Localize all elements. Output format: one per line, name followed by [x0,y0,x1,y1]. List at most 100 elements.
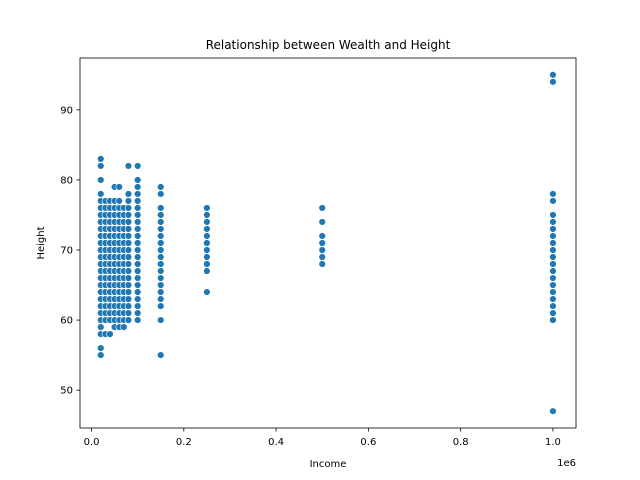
scatter-point [157,274,165,282]
scatter-point [133,197,142,205]
scatter-point [133,211,142,219]
scatter-point [157,246,165,254]
scatter-point [203,232,211,240]
scatter-point [157,281,165,289]
scatter-point [133,274,142,282]
scatter-point [157,253,165,261]
scatter-point [318,204,326,212]
y-tick-label: 80 [60,175,73,186]
scatter-point [133,204,142,212]
scatter-point [133,295,142,303]
x-axis-ticks: 0.0 0.2 0.4 0.6 0.8 1.0 [84,428,561,448]
scatter-point [549,267,557,275]
scatter-point [549,302,557,310]
scatter-point [203,260,211,268]
scatter-point [549,71,557,79]
scatter-point [124,302,133,310]
scatter-point [203,267,211,275]
scatter-point [549,78,557,86]
scatter-point [549,211,557,219]
scatter-point [549,197,557,205]
scatter-point [157,225,165,233]
x-axis-offset-label: 1e6 [557,458,576,469]
scatter-point [97,323,105,331]
scatter-point [124,295,133,303]
scatter-point [157,204,165,212]
scatter-point [318,260,326,268]
scatter-point [203,211,211,219]
scatter-point [549,316,557,324]
scatter-point [549,260,557,268]
scatter-point [133,218,142,226]
scatter-point [124,204,133,212]
scatter-point [124,288,133,296]
x-tick-label: 0.6 [360,437,376,448]
scatter-point [549,190,557,198]
scatter-point [318,253,326,261]
scatter-point [203,239,211,247]
scatter-point [133,232,142,240]
scatter-point [157,316,165,324]
x-tick-label: 0.4 [268,437,284,448]
scatter-point [549,295,557,303]
scatter-point [549,232,557,240]
data-points [97,71,557,415]
scatter-point [318,218,326,226]
y-tick-label: 90 [60,105,73,116]
scatter-point [133,309,142,317]
scatter-point [133,246,142,254]
scatter-point [133,239,142,247]
scatter-point [124,267,133,275]
scatter-point [157,190,165,198]
y-tick-label: 50 [60,386,73,397]
scatter-point [133,288,142,296]
scatter-point [203,253,211,261]
x-tick-label: 0.2 [176,437,192,448]
scatter-point [318,246,326,254]
scatter-point [549,225,557,233]
scatter-point [549,239,557,247]
scatter-point [97,155,105,163]
scatter-point [157,302,165,310]
scatter-point [133,190,142,198]
scatter-point [124,225,133,233]
scatter-point [133,267,142,275]
scatter-point [318,232,326,240]
scatter-point [157,351,165,359]
scatter-point [549,407,557,415]
scatter-point [124,190,133,198]
scatter-point [115,183,123,191]
scatter-point [97,176,105,184]
scatter-point [115,197,123,205]
scatter-point [203,288,211,296]
scatter-point [124,246,133,254]
scatter-point [203,204,211,212]
scatter-point [203,218,211,226]
scatter-point [124,309,133,317]
scatter-point [133,281,142,289]
scatter-point [133,225,142,233]
scatter-point [157,295,165,303]
scatter-point [133,302,142,310]
scatter-point [133,183,142,191]
scatter-point [133,176,142,184]
scatter-point [124,316,133,324]
scatter-point [133,253,142,261]
y-tick-label: 70 [60,246,73,257]
scatter-point [124,239,133,247]
scatter-point [124,274,133,282]
scatter-point [157,288,165,296]
scatter-point [157,239,165,247]
scatter-point [124,232,133,240]
scatter-point [124,260,133,268]
scatter-point [97,344,105,352]
y-tick-label: 60 [60,316,73,327]
scatter-point [157,211,165,219]
scatter-point [549,274,557,282]
scatter-point [97,162,105,170]
scatter-point [318,239,326,247]
scatter-point [133,260,142,268]
scatter-point [203,225,211,233]
